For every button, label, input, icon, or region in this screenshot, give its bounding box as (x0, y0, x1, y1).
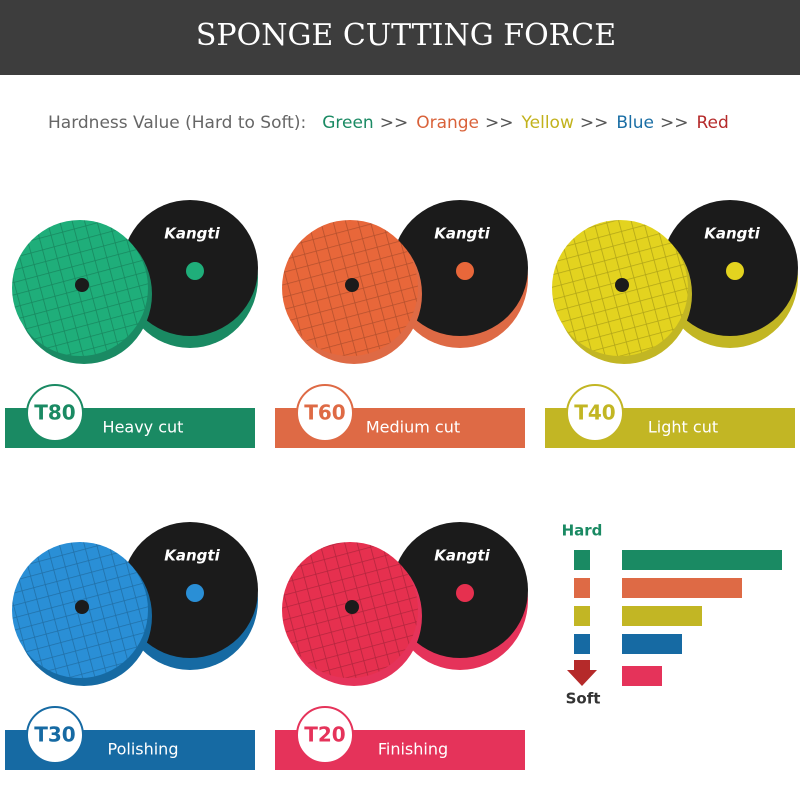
code-badge (26, 706, 84, 764)
separator: >> (380, 113, 409, 133)
color-name: Green (322, 113, 373, 133)
color-name: Red (696, 113, 728, 133)
legend-swatch (574, 578, 590, 598)
separator: >> (485, 113, 514, 133)
hardness-line: Hardness Value (Hard to Soft): Green >> Ora… (48, 113, 729, 133)
product-code: T60 (304, 401, 345, 425)
sponge-back-hole (726, 262, 744, 280)
hard-label: Hard (562, 522, 603, 540)
sponge-front-hole (345, 600, 359, 614)
product-card: Kangti Heavy cut T80 (5, 200, 258, 448)
color-name: Blue (616, 113, 654, 133)
brand: Kangti (164, 225, 220, 243)
title: SPONGE CUTTING FORCE (196, 18, 616, 53)
product-label: Heavy cut (103, 418, 184, 437)
product-code: T80 (34, 401, 75, 425)
sponge-back-hole (186, 262, 204, 280)
legend-bar (622, 606, 702, 626)
legend-bar (622, 666, 662, 686)
product-label: Light cut (648, 418, 718, 437)
hardness-legend: Hard Soft (562, 522, 782, 708)
legend-arrow (567, 660, 597, 686)
product-card: Kangti Finishing T20 (275, 522, 528, 770)
product-label: Polishing (108, 740, 179, 759)
product-code: T30 (34, 723, 75, 747)
legend-bar (622, 578, 742, 598)
product-label: Medium cut (366, 418, 460, 437)
separator: >> (660, 113, 689, 133)
product-card: Kangti Medium cut T60 (275, 200, 528, 448)
hardness-label: Hardness Value (Hard to Soft): (48, 113, 306, 133)
product-card: Kangti Polishing T30 (5, 522, 258, 770)
legend-swatch (574, 550, 590, 570)
sponge-front-hole (615, 278, 629, 292)
sponge-back-hole (456, 262, 474, 280)
color-name: Orange (416, 113, 479, 133)
code-badge (566, 384, 624, 442)
product-code: T20 (304, 723, 345, 747)
brand: Kangti (164, 547, 220, 565)
code-badge (296, 706, 354, 764)
legend-bar (622, 550, 782, 570)
legend-swatch (574, 634, 590, 654)
sponge-front-hole (75, 278, 89, 292)
header-bar (0, 0, 800, 75)
brand: Kangti (434, 547, 490, 565)
sponge-front-hole (75, 600, 89, 614)
product-label: Finishing (378, 740, 448, 759)
separator: >> (580, 113, 609, 133)
color-name: Yellow (521, 113, 574, 133)
code-badge (26, 384, 84, 442)
legend-bar (622, 634, 682, 654)
product-code: T40 (574, 401, 615, 425)
legend-swatch (574, 606, 590, 626)
code-badge (296, 384, 354, 442)
brand: Kangti (434, 225, 490, 243)
sponge-front-hole (345, 278, 359, 292)
sponge-back-hole (456, 584, 474, 602)
brand: Kangti (704, 225, 760, 243)
product-card: Kangti Light cut T40 (545, 200, 798, 448)
sponge-back-hole (186, 584, 204, 602)
soft-label: Soft (566, 690, 601, 708)
